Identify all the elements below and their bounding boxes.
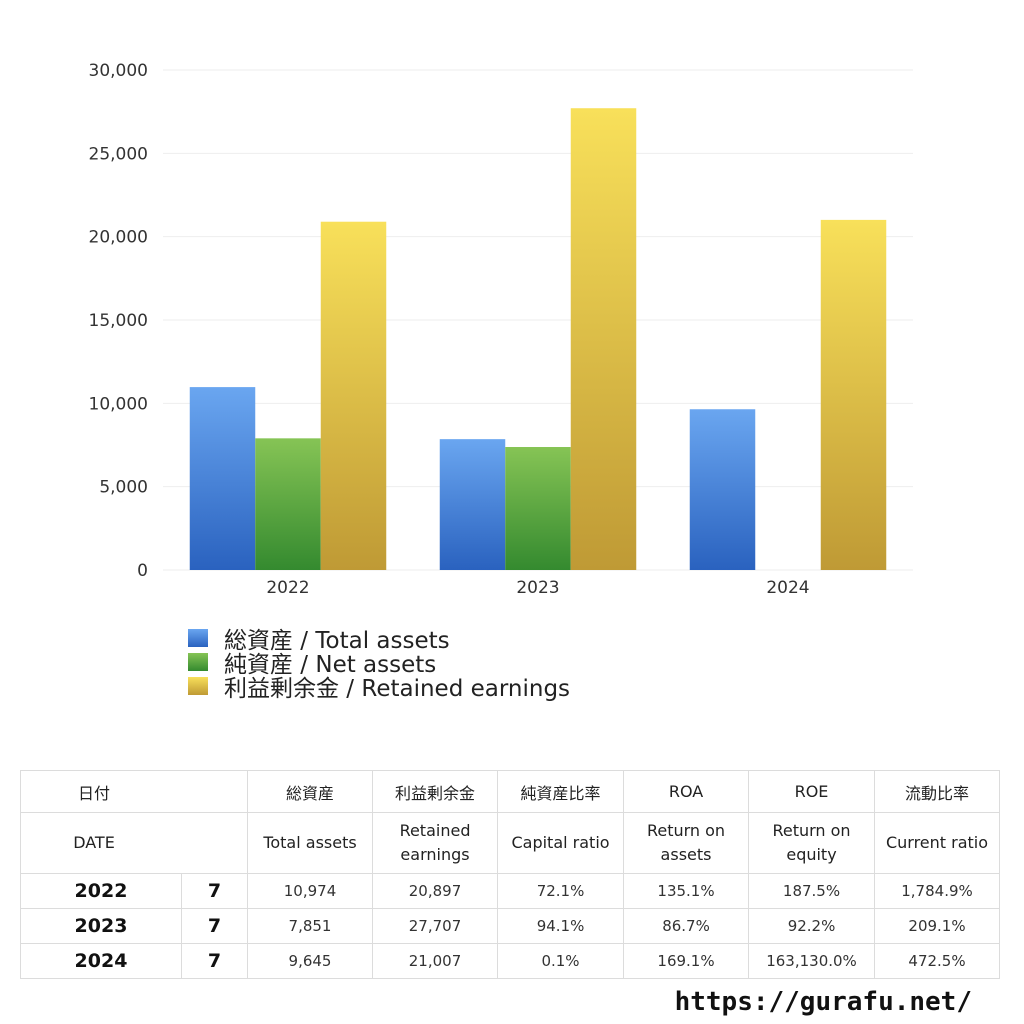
cell-retained-earnings: 21,007 bbox=[372, 943, 499, 979]
y-tick-label: 15,000 bbox=[89, 311, 148, 331]
legend-item-total-assets: 総資産 / Total assets bbox=[188, 626, 570, 654]
legend: 総資産 / Total assets 純資産 / Net assets 利益剰余… bbox=[188, 626, 570, 702]
header-roe-en: Return on equity bbox=[748, 812, 876, 874]
bars bbox=[189, 108, 887, 570]
header-roa-jp: ROA bbox=[623, 770, 750, 813]
table-row: 2023 7 7,851 27,707 94.1% 86.7% 92.2% 20… bbox=[20, 908, 1001, 944]
site-url-link[interactable]: https://gurafu.net/ bbox=[674, 987, 972, 1017]
cell-current-ratio: 209.1% bbox=[874, 908, 1001, 944]
header-capital-ratio-en: Capital ratio bbox=[497, 812, 625, 874]
legend-swatch-total-assets bbox=[188, 629, 208, 647]
cell-current-ratio: 1,784.9% bbox=[874, 873, 1001, 909]
bar-total-assets bbox=[439, 439, 506, 570]
legend-label-net-assets: 純資産 / Net assets bbox=[224, 652, 437, 678]
bar-retained-earnings bbox=[820, 219, 887, 570]
y-tick-label: 20,000 bbox=[89, 228, 148, 248]
bar-retained-earnings bbox=[320, 221, 387, 570]
legend-label-retained-earnings: 利益剰余金 / Retained earnings bbox=[224, 676, 571, 702]
bar-net-assets bbox=[255, 438, 321, 570]
header-retained-earnings-en: Retained earnings bbox=[372, 812, 499, 874]
header-capital-ratio-jp: 純資産比率 bbox=[497, 770, 625, 813]
cell-roa: 86.7% bbox=[623, 908, 750, 944]
cell-current-ratio: 472.5% bbox=[874, 943, 1001, 979]
cell-roe: 92.2% bbox=[748, 908, 876, 944]
x-tick-label: 2022 bbox=[266, 578, 309, 598]
cell-total-assets: 10,974 bbox=[247, 873, 374, 909]
cell-roe: 187.5% bbox=[748, 873, 876, 909]
cell-total-assets: 7,851 bbox=[247, 908, 374, 944]
legend-swatch-net-assets bbox=[188, 653, 208, 671]
row-month: 7 bbox=[180, 908, 249, 944]
y-tick-label: 25,000 bbox=[89, 144, 148, 164]
bar-total-assets bbox=[689, 409, 756, 570]
row-year: 2024 bbox=[20, 943, 182, 979]
table-header-row-en: DATE Total assets Retained earnings Capi… bbox=[19, 812, 1001, 874]
header-roa-en: Return on assets bbox=[623, 812, 750, 874]
cell-roa: 135.1% bbox=[623, 873, 750, 909]
row-year: 2023 bbox=[20, 908, 182, 944]
cell-retained-earnings: 20,897 bbox=[372, 873, 499, 909]
cell-roa: 169.1% bbox=[623, 943, 750, 979]
row-year: 2022 bbox=[20, 873, 182, 909]
x-tick-label: 2023 bbox=[516, 578, 559, 598]
cell-total-assets: 9,645 bbox=[247, 943, 374, 979]
cell-roe: 163,130.0% bbox=[748, 943, 876, 979]
header-date-en: DATE bbox=[19, 812, 249, 874]
y-tick-label: 0 bbox=[137, 561, 148, 581]
bar-retained-earnings bbox=[570, 108, 637, 570]
row-month: 7 bbox=[180, 873, 249, 909]
cell-capital-ratio: 0.1% bbox=[497, 943, 625, 979]
bar-net-assets bbox=[505, 447, 571, 570]
header-current-ratio-en: Current ratio bbox=[874, 812, 1001, 874]
cell-capital-ratio: 94.1% bbox=[497, 908, 625, 944]
legend-item-retained-earnings: 利益剰余金 / Retained earnings bbox=[188, 674, 570, 702]
x-tick-label: 2024 bbox=[766, 578, 809, 598]
legend-item-net-assets: 純資産 / Net assets bbox=[188, 650, 570, 678]
bar-chart: 0 5,000 10,000 15,000 20,000 25,000 30,000 202… bbox=[89, 61, 913, 598]
table-row: 2024 7 9,645 21,007 0.1% 169.1% 163,130.… bbox=[20, 943, 1001, 979]
bar-total-assets bbox=[189, 387, 256, 570]
row-month: 7 bbox=[180, 943, 249, 979]
table-row: 2022 7 10,974 20,897 72.1% 135.1% 187.5%… bbox=[20, 873, 1001, 909]
header-total-assets-jp: 総資産 bbox=[247, 770, 374, 813]
y-axis-ticks: 0 5,000 10,000 15,000 20,000 25,000 30,000 bbox=[89, 61, 148, 581]
header-retained-earnings-jp: 利益剰余金 bbox=[372, 770, 499, 813]
x-axis-labels: 2022 2023 2024 bbox=[266, 578, 809, 598]
y-tick-label: 10,000 bbox=[89, 394, 148, 414]
legend-swatch-retained-earnings bbox=[188, 677, 208, 695]
cell-retained-earnings: 27,707 bbox=[372, 908, 499, 944]
header-roe-jp: ROE bbox=[748, 770, 876, 813]
y-tick-label: 30,000 bbox=[89, 61, 148, 81]
table-header-row-jp: 日付 総資産 利益剰余金 純資産比率 ROA ROE 流動比率 bbox=[19, 770, 1001, 813]
cell-capital-ratio: 72.1% bbox=[497, 873, 625, 909]
header-total-assets-en: Total assets bbox=[247, 812, 374, 874]
legend-label-total-assets: 総資産 / Total assets bbox=[224, 628, 450, 654]
header-current-ratio-jp: 流動比率 bbox=[874, 770, 1001, 813]
financial-table: 日付 総資産 利益剰余金 純資産比率 ROA ROE 流動比率 DATE Tot… bbox=[19, 770, 1001, 979]
y-tick-label: 5,000 bbox=[99, 478, 148, 498]
header-date-jp: 日付 bbox=[19, 770, 249, 813]
